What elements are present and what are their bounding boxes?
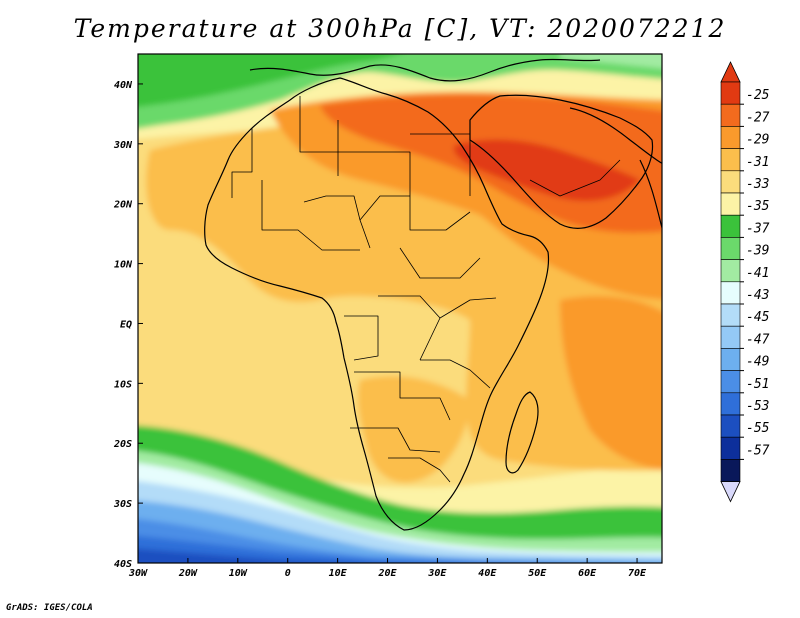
- colorbar-swatch: [720, 126, 741, 149]
- colorbar-swatch: [720, 170, 741, 194]
- border-1: [231, 128, 253, 198]
- lat-tick-label: 20N: [113, 200, 133, 211]
- colorbar-swatch: [720, 436, 741, 460]
- border-2: [299, 96, 339, 176]
- border-13: [420, 359, 491, 389]
- lon-tick-label: 20W: [178, 568, 198, 579]
- lon-tick-label: 30E: [427, 568, 447, 579]
- colorbar-level-label: -51: [746, 377, 769, 392]
- lon-tick-label: 30W: [128, 568, 148, 579]
- field-band--29-east: [560, 296, 662, 470]
- colorbar-top-arrow: [720, 61, 741, 83]
- lat-tick-label: 40S: [114, 559, 132, 570]
- border-5: [359, 195, 410, 249]
- colorbar-swatch: [720, 459, 741, 482]
- colorbar-level-label: -41: [746, 266, 769, 281]
- colorbar-level-label: -57: [746, 443, 770, 458]
- border-12: [439, 297, 497, 319]
- lat-tick-label: 20S: [113, 439, 132, 450]
- colorbar-swatch: [720, 192, 741, 216]
- colorbar-swatch: [720, 414, 741, 438]
- colorbar-level-label: -49: [746, 355, 769, 370]
- lat-tick-label: 30S: [113, 499, 132, 510]
- colorbar-level-label: -27: [746, 110, 770, 125]
- border-15: [350, 427, 441, 453]
- colorbar-swatch: [720, 348, 741, 371]
- border-8: [409, 196, 471, 231]
- country-borders: [231, 96, 621, 483]
- iran-coastline: [569, 107, 662, 164]
- colorbar-swatch: [720, 281, 741, 305]
- plot-frame: [137, 53, 663, 564]
- grads-credit: GrADS: IGES/COLA: [6, 603, 93, 613]
- colorbar-swatch: [720, 325, 741, 349]
- lon-tick-label: 60E: [578, 568, 597, 579]
- colorbar-swatch: [720, 237, 741, 260]
- india-west-coastline: [639, 159, 662, 231]
- colorbar-level-label: -37: [746, 221, 770, 236]
- africa-coastline: [204, 77, 550, 531]
- colorbar-level-label: -53: [746, 399, 769, 414]
- colorbar-level-label: -43: [746, 288, 769, 303]
- border-9: [399, 247, 481, 279]
- field-band-north-light: [560, 54, 662, 69]
- lat-tick-label: EQ: [120, 319, 132, 330]
- colorbar-swatch: [720, 81, 741, 105]
- longitude-axis: 30W 20W 10W 0 10E 20E 30E 40E 50E 60E 70E: [128, 558, 647, 579]
- border-7: [303, 195, 361, 221]
- colorbar-level-label: -33: [746, 177, 769, 192]
- colorbar-swatch: [720, 103, 741, 127]
- colorbar-level-label: -31: [746, 155, 769, 170]
- lon-tick-label: 50E: [528, 568, 547, 579]
- colorbar-swatch: [720, 303, 741, 327]
- coastlines: [204, 58, 662, 531]
- lat-tick-label: 40N: [114, 80, 133, 91]
- colorbar-level-label: -45: [746, 310, 770, 325]
- lon-tick-label: 0: [285, 568, 291, 579]
- lon-tick-label: 20E: [377, 568, 397, 579]
- temperature-field: [138, 54, 662, 563]
- colorbar-swatch: [720, 148, 741, 172]
- field-band--25: [453, 139, 640, 201]
- border-10: [378, 295, 441, 361]
- colorbar-level-label: -39: [746, 244, 769, 259]
- border-4: [410, 133, 471, 196]
- border-3: [337, 120, 411, 196]
- colorbar-level-label: -35: [746, 199, 770, 214]
- lat-tick-label: 30N: [113, 140, 133, 151]
- lon-tick-label: 70E: [628, 568, 647, 579]
- latitude-axis: 40N 30N 20N 10N EQ 10S 20S 30S 40S: [113, 80, 143, 570]
- map-title: Temperature at 300hPa [C], VT: 202007221…: [73, 14, 727, 43]
- madagascar-coastline: [505, 391, 539, 474]
- lon-tick-label: 10W: [229, 568, 248, 579]
- lat-tick-label: 10S: [114, 379, 132, 390]
- lon-tick-label: 40E: [478, 568, 497, 579]
- field-band-south-blue-4: [138, 548, 360, 563]
- field-band-north-dark-green: [138, 54, 399, 107]
- border-16: [388, 457, 451, 483]
- colorbar-swatch: [720, 214, 741, 238]
- border-11: [344, 315, 379, 361]
- colorbar-level-label: -25: [746, 88, 770, 103]
- colorbar: -25 -27 -29 -31 -33 -35 -37 -39 -41 -43 -45 -47 -49 -…: [720, 61, 770, 503]
- colorbar-level-label: -29: [746, 133, 769, 148]
- colorbar-level-label: -47: [746, 332, 770, 347]
- border-14: [354, 371, 451, 421]
- colorbar-level-label: -55: [746, 421, 770, 436]
- colorbar-swatch: [720, 392, 741, 416]
- colorbar-bottom-arrow: [720, 481, 741, 503]
- lon-tick-label: 10E: [329, 568, 348, 579]
- border-6: [261, 180, 360, 251]
- border-17: [529, 159, 621, 197]
- mediterranean-north-coastline: [249, 58, 601, 82]
- lat-tick-label: 10N: [114, 260, 133, 271]
- colorbar-swatch: [720, 259, 741, 283]
- colorbar-swatch: [720, 370, 741, 394]
